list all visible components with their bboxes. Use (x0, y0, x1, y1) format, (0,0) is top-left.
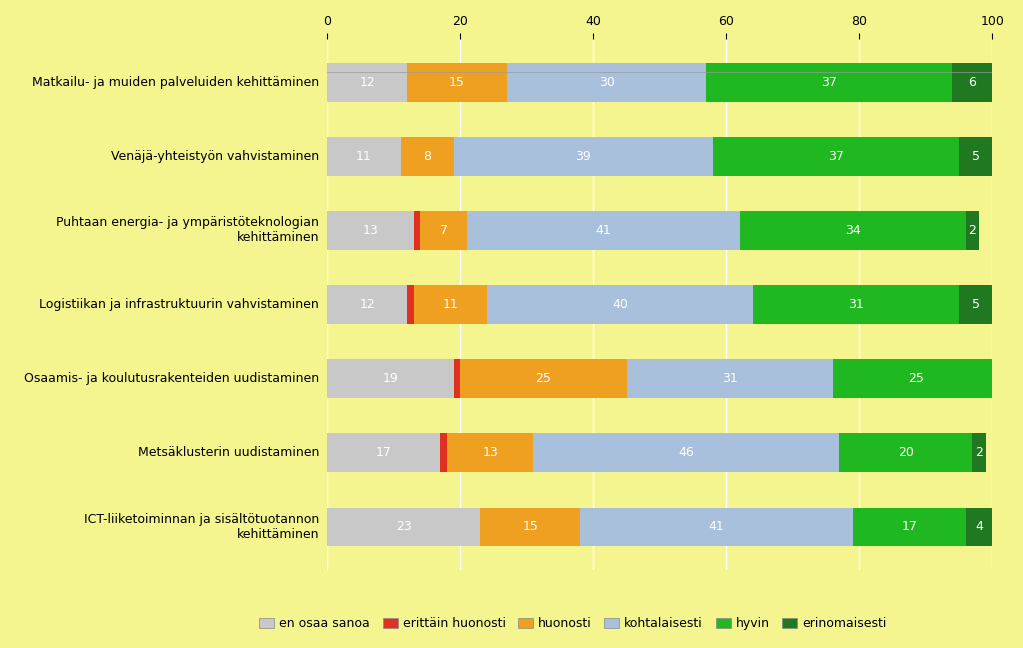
Text: 41: 41 (709, 520, 724, 533)
Bar (626, 360, 833, 398)
Legend: en osaa sanoa, erittäin huonosti, huonosti, kohtalaisesti, hyvin, erinomaisesti: en osaa sanoa, erittäin huonosti, huonos… (255, 612, 891, 635)
Bar (327, 137, 401, 176)
Bar (852, 507, 966, 546)
Bar (327, 63, 407, 102)
Bar (466, 211, 740, 249)
Bar (327, 211, 413, 249)
Text: 6: 6 (969, 76, 976, 89)
Text: 4: 4 (975, 520, 983, 533)
Text: 17: 17 (375, 446, 392, 459)
Bar (454, 137, 713, 176)
Bar (327, 434, 440, 472)
Text: 17: 17 (901, 520, 918, 533)
Text: 5: 5 (972, 150, 980, 163)
Bar (839, 434, 972, 472)
Text: 46: 46 (678, 446, 695, 459)
Bar (407, 285, 413, 324)
Text: 30: 30 (598, 76, 615, 89)
Bar (966, 507, 992, 546)
Text: 37: 37 (828, 150, 844, 163)
Bar (952, 63, 992, 102)
Text: 20: 20 (898, 446, 914, 459)
Text: 15: 15 (522, 520, 538, 533)
Bar (487, 285, 753, 324)
Bar (401, 137, 454, 176)
Bar (966, 211, 979, 249)
Bar (447, 434, 534, 472)
Text: 31: 31 (848, 298, 863, 311)
Bar (972, 434, 985, 472)
Text: 37: 37 (821, 76, 838, 89)
Text: 5: 5 (972, 298, 980, 311)
Text: 40: 40 (612, 298, 628, 311)
Bar (327, 507, 481, 546)
Text: 39: 39 (576, 150, 591, 163)
Text: 19: 19 (383, 372, 398, 385)
Bar (753, 285, 960, 324)
Text: 11: 11 (443, 298, 458, 311)
Text: 12: 12 (359, 298, 375, 311)
Bar (960, 137, 992, 176)
Text: 2: 2 (975, 446, 983, 459)
Bar (833, 360, 998, 398)
Text: 25: 25 (535, 372, 551, 385)
Text: 2: 2 (969, 224, 976, 237)
Bar (706, 63, 952, 102)
Bar (413, 211, 420, 249)
Bar (440, 434, 447, 472)
Bar (507, 63, 706, 102)
Text: 11: 11 (356, 150, 371, 163)
Bar (960, 285, 992, 324)
Bar (327, 360, 454, 398)
Text: 23: 23 (396, 520, 411, 533)
Text: 13: 13 (363, 224, 379, 237)
Text: 41: 41 (595, 224, 611, 237)
Bar (460, 360, 626, 398)
Bar (407, 63, 507, 102)
Bar (420, 211, 466, 249)
Text: 15: 15 (449, 76, 465, 89)
Text: 13: 13 (483, 446, 498, 459)
Bar (534, 434, 839, 472)
Bar (713, 137, 960, 176)
Bar (413, 285, 487, 324)
Bar (580, 507, 852, 546)
Bar (454, 360, 460, 398)
Text: 25: 25 (907, 372, 924, 385)
Bar (481, 507, 580, 546)
Text: 34: 34 (845, 224, 860, 237)
Text: 12: 12 (359, 76, 375, 89)
Text: 7: 7 (440, 224, 448, 237)
Bar (327, 285, 407, 324)
Bar (740, 211, 966, 249)
Text: 31: 31 (722, 372, 738, 385)
Text: 8: 8 (424, 150, 431, 163)
